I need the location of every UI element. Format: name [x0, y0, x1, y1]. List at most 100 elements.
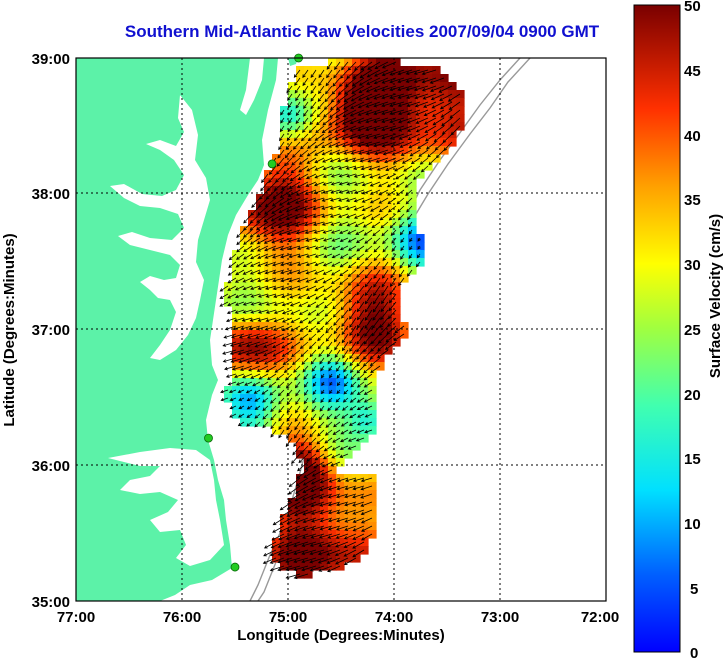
velocity-vector: [295, 389, 301, 397]
velocity-cell: [448, 138, 457, 147]
velocity-cell: [304, 170, 313, 179]
velocity-cell: [336, 210, 345, 219]
velocity-vector: [233, 373, 245, 379]
velocity-cell: [392, 258, 401, 267]
velocity-cell: [368, 370, 377, 379]
velocity-vector: [295, 485, 309, 494]
velocity-vector: [413, 69, 429, 75]
velocity-vector: [326, 69, 333, 79]
velocity-cell: [280, 330, 289, 339]
velocity-vector: [352, 493, 365, 499]
y-tick-label: 39:00: [32, 51, 70, 68]
velocity-cell: [352, 418, 361, 427]
velocity-vector: [234, 277, 245, 283]
velocity-cell: [320, 362, 329, 371]
velocity-vector: [319, 525, 333, 531]
velocity-cell: [440, 74, 449, 83]
velocity-vector: [366, 69, 381, 78]
velocity-vector: [364, 269, 373, 279]
velocity-vector: [327, 509, 341, 515]
velocity-vector: [339, 69, 349, 79]
velocity-cell: [320, 546, 329, 555]
velocity-cell: [288, 170, 297, 179]
velocity-cell: [280, 210, 289, 219]
velocity-cell: [296, 330, 305, 339]
velocity-vector: [398, 269, 405, 278]
velocity-cell: [408, 258, 417, 267]
velocity-cell: [232, 330, 241, 339]
velocity-cell: [384, 82, 393, 91]
velocity-cell: [256, 378, 265, 387]
velocity-cell: [384, 186, 393, 195]
velocity-cell: [344, 266, 353, 275]
velocity-vector: [361, 173, 373, 179]
velocity-cell: [392, 90, 401, 99]
velocity-cell: [240, 314, 249, 323]
velocity-cell: [336, 402, 345, 411]
velocity-cell: [376, 226, 385, 235]
velocity-cell: [416, 146, 425, 155]
velocity-vector: [349, 341, 357, 352]
velocity-vector: [435, 149, 445, 159]
velocity-cell: [272, 322, 281, 331]
velocity-cell: [248, 418, 257, 427]
velocity-vector: [336, 373, 341, 379]
velocity-vector: [249, 269, 261, 275]
velocity-cell: [400, 82, 409, 91]
velocity-cell: [392, 218, 401, 227]
velocity-cell: [360, 418, 369, 427]
velocity-vector: [303, 381, 309, 388]
velocity-cell: [360, 362, 369, 371]
velocity-vector: [270, 413, 277, 421]
velocity-cell: [328, 386, 337, 395]
velocity-vector: [367, 61, 381, 70]
velocity-cell: [232, 386, 241, 395]
velocity-cell: [392, 250, 401, 259]
velocity-cell: [416, 258, 425, 267]
velocity-cell: [408, 210, 417, 219]
velocity-cell: [440, 98, 449, 107]
velocity-cell: [360, 106, 369, 115]
velocity-vector: [331, 253, 341, 259]
velocity-vector: [299, 325, 309, 332]
velocity-vector: [281, 181, 293, 190]
velocity-cell: [352, 290, 361, 299]
velocity-cell: [304, 274, 313, 283]
velocity-vector: [302, 517, 317, 524]
velocity-vector: [273, 309, 285, 315]
velocity-vector: [238, 405, 245, 410]
velocity-vector: [289, 293, 301, 299]
velocity-vector: [365, 85, 381, 93]
velocity-cell: [256, 218, 265, 227]
pamlico-sound: [108, 448, 224, 566]
velocity-cell: [272, 202, 281, 211]
velocity-vector: [257, 253, 269, 260]
velocity-vector: [364, 261, 373, 270]
velocity-vector: [321, 381, 325, 387]
velocity-cell: [272, 546, 281, 555]
velocity-cell: [344, 434, 353, 443]
velocity-vector: [219, 285, 229, 292]
velocity-cell: [312, 114, 321, 123]
velocity-cell: [416, 106, 425, 115]
velocity-cell: [296, 250, 305, 259]
velocity-vector: [296, 245, 309, 250]
velocity-vector: [307, 309, 317, 316]
velocity-vector: [352, 533, 365, 540]
velocity-cell: [296, 290, 305, 299]
velocity-vector: [289, 173, 301, 182]
velocity-vector: [335, 397, 341, 403]
velocity-vector: [373, 261, 381, 270]
x-tick-label: 73:00: [481, 609, 519, 626]
velocity-vector: [434, 141, 445, 151]
velocity-vector: [311, 365, 317, 372]
velocity-cell: [256, 338, 265, 347]
velocity-vector: [279, 501, 293, 511]
velocity-vector: [286, 429, 293, 439]
velocity-cell: [344, 282, 353, 291]
velocity-vector: [339, 445, 349, 451]
velocity-vector: [255, 357, 269, 365]
velocity-vector: [328, 365, 333, 372]
velocity-cell: [408, 106, 417, 115]
velocity-vector: [329, 381, 333, 386]
